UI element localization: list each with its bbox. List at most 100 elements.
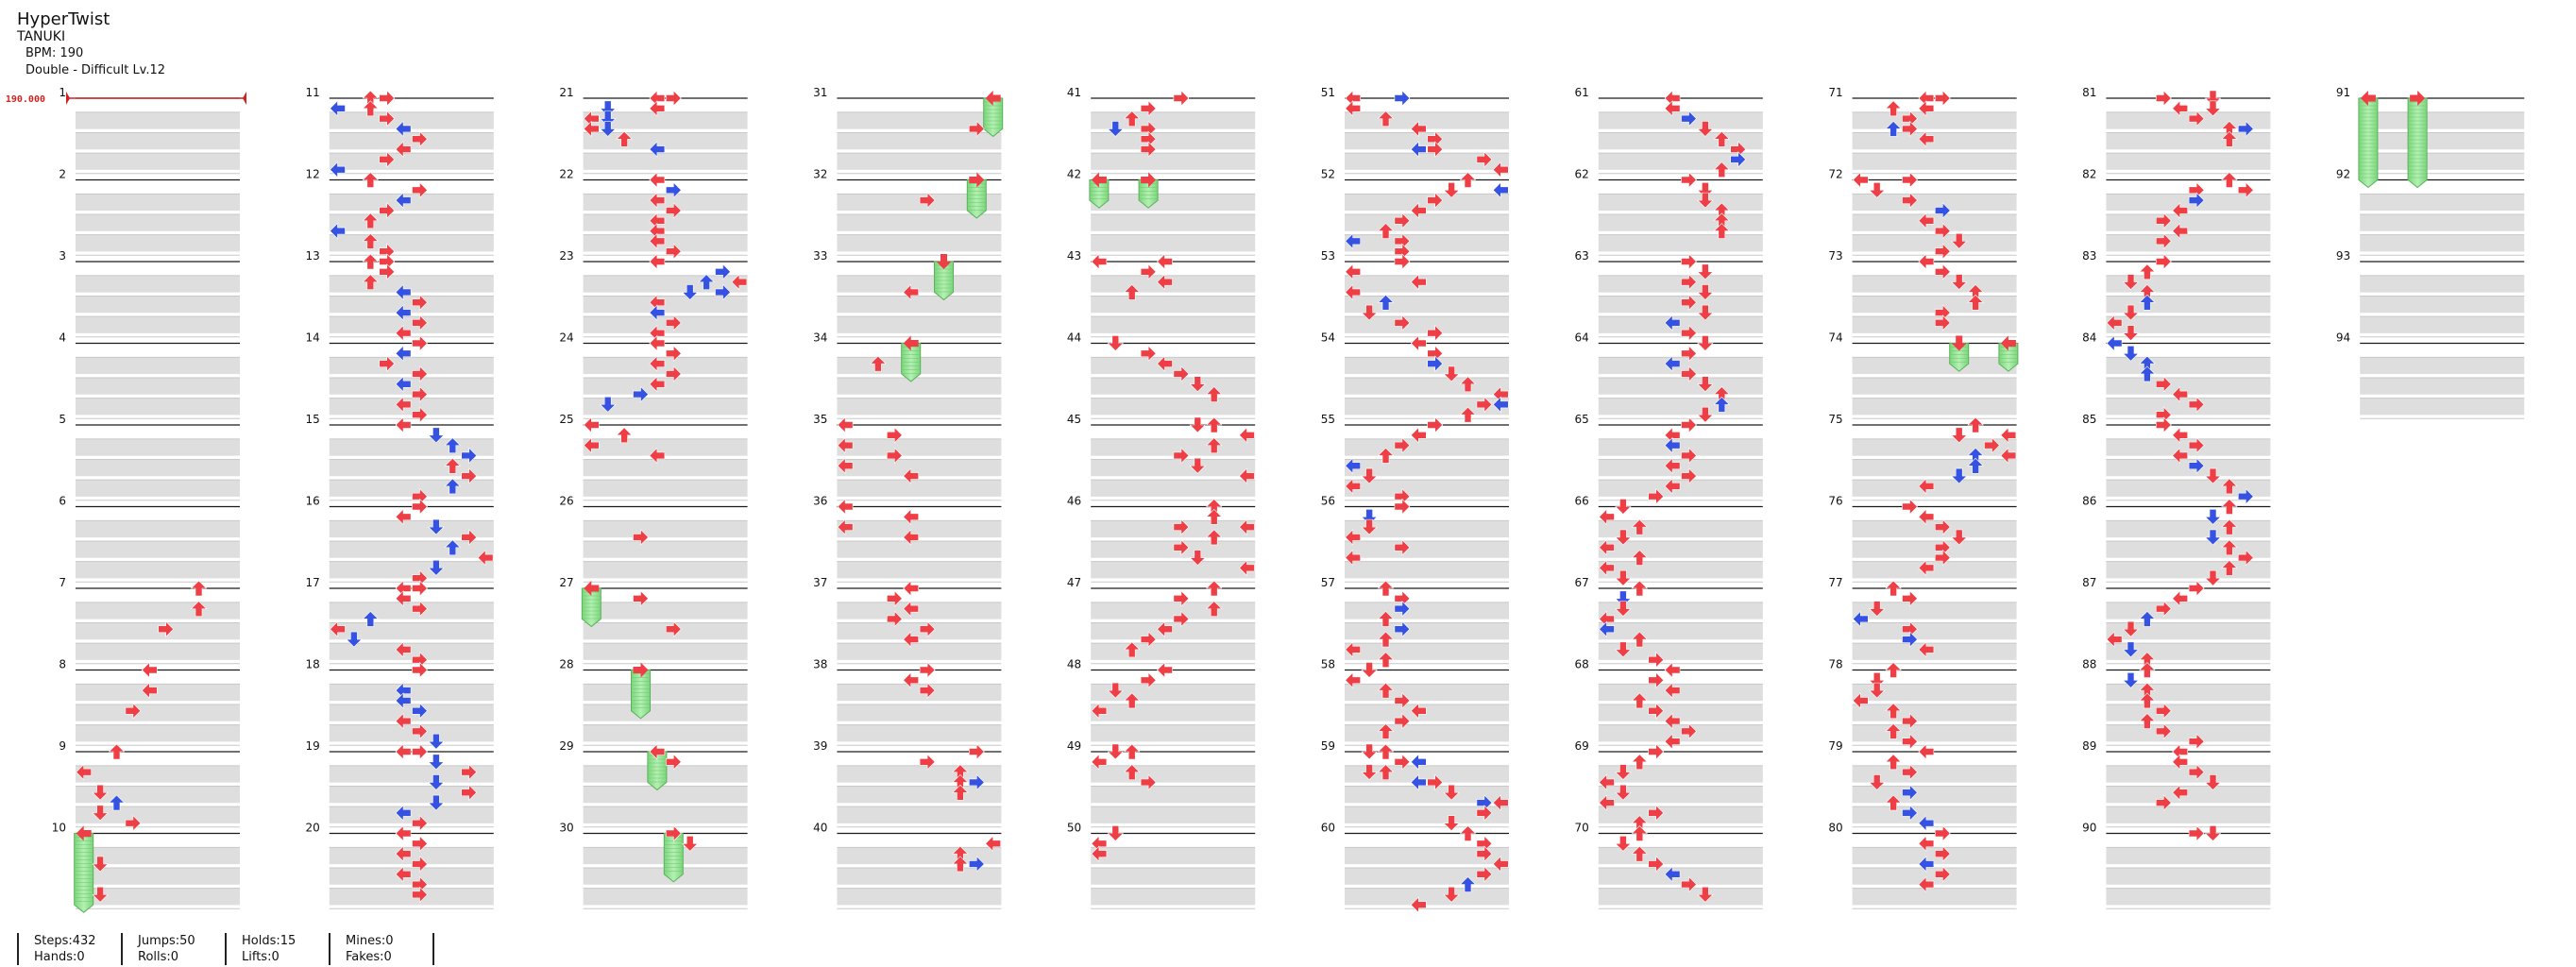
red-arrow-note xyxy=(2204,774,2222,790)
blue-arrow-note xyxy=(395,345,412,363)
beat-band xyxy=(583,786,748,804)
hold-head-arrow xyxy=(936,254,952,269)
beat-band xyxy=(837,540,1002,558)
red-arrow-note xyxy=(1123,641,1141,658)
beat-band xyxy=(583,867,748,885)
beat-band xyxy=(837,275,1002,293)
beat-band xyxy=(329,111,494,129)
beat-band xyxy=(1852,213,2017,231)
red-arrow-note xyxy=(2172,222,2188,240)
red-arrow-note xyxy=(633,529,649,546)
beat-band xyxy=(1091,296,1256,314)
red-arrow-note xyxy=(2139,662,2156,678)
beat-band xyxy=(76,602,240,619)
red-arrow-note xyxy=(1107,825,1125,841)
beat-band xyxy=(1598,315,1763,333)
red-arrow-note xyxy=(1885,754,1902,771)
beat-band xyxy=(583,642,748,660)
beat-band xyxy=(1345,275,1509,293)
red-arrow-note xyxy=(633,590,649,607)
red-arrow-note xyxy=(1123,284,1141,300)
blue-arrow-note xyxy=(2238,487,2254,505)
beat-band xyxy=(1852,459,2017,477)
blue-arrow-note xyxy=(346,631,363,648)
red-arrow-note xyxy=(919,620,936,637)
red-arrow-note xyxy=(461,763,478,781)
beat-band xyxy=(583,234,748,252)
measure-number: 88 xyxy=(2082,658,2096,671)
red-arrow-note xyxy=(1648,856,1665,873)
red-arrow-note xyxy=(1157,273,1173,291)
beat-band xyxy=(1598,357,1763,375)
red-arrow-note xyxy=(837,416,854,433)
red-arrow-note xyxy=(1713,161,1731,178)
red-arrow-note xyxy=(665,314,682,331)
blue-arrow-note xyxy=(1664,314,1681,331)
red-arrow-note xyxy=(903,283,920,301)
red-arrow-note xyxy=(1918,559,1935,577)
beat-band xyxy=(329,152,494,170)
red-arrow-note xyxy=(2000,447,2017,465)
beat-band xyxy=(76,111,240,129)
red-arrow-note xyxy=(395,866,412,883)
beat-band xyxy=(837,377,1002,395)
red-arrow-note xyxy=(395,324,412,342)
beat-band xyxy=(837,806,1002,823)
blue-arrow-note xyxy=(395,283,412,301)
red-arrow-note xyxy=(1189,457,1207,474)
hold-head-arrow xyxy=(2360,91,2376,106)
beat-band xyxy=(76,520,240,538)
beat-band xyxy=(583,315,748,333)
blue-arrow-note xyxy=(1935,202,1951,219)
measure-number: 37 xyxy=(813,576,827,589)
red-arrow-note xyxy=(1631,631,1649,648)
beat-band xyxy=(2106,234,2271,252)
hold-head-arrow xyxy=(1141,172,1157,188)
red-arrow-note xyxy=(2188,396,2205,414)
red-arrow-note xyxy=(1377,448,1395,464)
measure-number: 5 xyxy=(59,413,66,426)
beat-band xyxy=(329,684,494,702)
red-arrow-note xyxy=(1935,866,1951,883)
beat-band xyxy=(1091,786,1256,804)
hold-head-arrow xyxy=(985,91,1001,106)
measure-number: 41 xyxy=(1067,86,1081,99)
beat-band xyxy=(1091,398,1256,416)
measure-number: 80 xyxy=(1828,822,1842,835)
red-arrow-note xyxy=(1615,569,1632,586)
blue-arrow-note xyxy=(1681,110,1697,127)
measure-number: 44 xyxy=(1067,331,1081,345)
red-arrow-note xyxy=(1345,478,1361,495)
hold-head-arrow xyxy=(2000,335,2016,351)
red-arrow-note xyxy=(1345,263,1361,280)
blue-arrow-note xyxy=(1410,141,1427,158)
beat-band xyxy=(2360,357,2525,375)
beat-band xyxy=(76,357,240,375)
measure-number: 12 xyxy=(306,168,320,181)
red-arrow-note xyxy=(2172,202,2188,219)
song-artist: TANUKI xyxy=(17,29,66,44)
beat-band xyxy=(1345,459,1509,477)
blue-arrow-note xyxy=(1885,121,1902,137)
blue-arrow-note xyxy=(649,304,666,321)
beat-band xyxy=(837,213,1002,231)
beat-band xyxy=(1345,315,1509,333)
red-arrow-note xyxy=(1868,182,1886,198)
beat-band xyxy=(1345,561,1509,579)
red-arrow-note xyxy=(1205,601,1223,617)
red-arrow-note xyxy=(1205,580,1223,597)
beat-band xyxy=(1852,377,2017,395)
red-arrow-note xyxy=(158,620,175,637)
blue-arrow-note xyxy=(1361,509,1378,525)
beat-band xyxy=(1852,152,2017,170)
red-arrow-note xyxy=(2204,90,2222,107)
blue-arrow-note xyxy=(395,304,412,321)
red-arrow-note xyxy=(903,671,920,689)
red-arrow-note xyxy=(1681,416,1697,433)
beat-band xyxy=(329,315,494,333)
beat-band xyxy=(837,888,1002,906)
hold-head-arrow xyxy=(1951,335,1967,351)
blue-arrow-note xyxy=(428,774,445,790)
beat-band xyxy=(583,479,748,497)
red-arrow-note xyxy=(649,743,666,760)
